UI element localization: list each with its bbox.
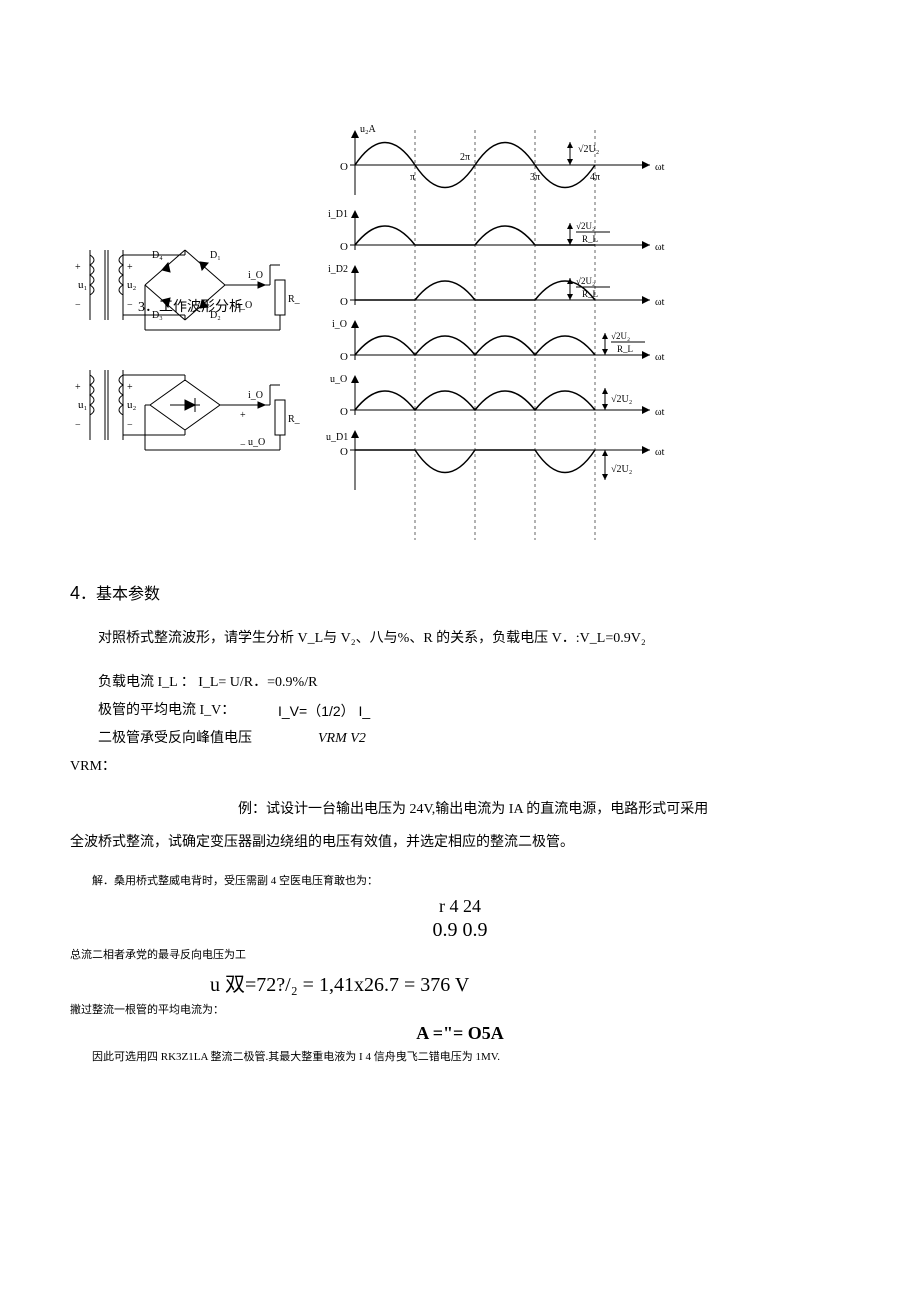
svg-text:D₄: D₄ — [152, 250, 163, 261]
svg-text:−: − — [75, 420, 81, 431]
svg-text:+: + — [127, 382, 133, 393]
svg-text:−: − — [75, 300, 81, 311]
svg-text:O: O — [340, 446, 348, 458]
svg-text:i_O: i_O — [332, 319, 347, 330]
diagrams-row: + u₁ − + u₂ − D₄ D₁ D₃ D₂ i_O u_O R_L — [70, 120, 850, 550]
circuit-bridge-simplified: + u₁ − + u₂ − i_O u_O R_L + − — [70, 350, 300, 460]
svg-text:O: O — [340, 406, 348, 418]
svg-text:−: − — [240, 440, 246, 451]
svg-text:O: O — [340, 161, 348, 173]
svg-text:R_L: R_L — [617, 344, 633, 354]
svg-text:+: + — [75, 382, 81, 393]
svg-text:√2U₂: √2U₂ — [576, 276, 595, 286]
param-vrm: 二极管承受反向峰值电压 VRM： VRM V2 — [70, 725, 850, 781]
example-intro-2: 全波桥式整流，试确定变压器副边绕组的电压有效值，并选定相应的整流二极管。 — [70, 826, 850, 860]
param-vrm-value: VRM V2 — [290, 725, 366, 781]
svg-text:ωt: ωt — [655, 297, 665, 308]
solution-step-3: 撇过整流一根管的平均电流为： — [70, 999, 850, 1021]
svg-text:ωt: ωt — [655, 162, 665, 173]
svg-text:D₁: D₁ — [210, 250, 221, 261]
svg-text:R_L: R_L — [288, 414, 300, 425]
svg-text:√2U₂: √2U₂ — [611, 464, 632, 475]
svg-text:ωt: ωt — [655, 407, 665, 418]
svg-text:u_D1: u_D1 — [326, 432, 348, 443]
svg-text:u₁: u₁ — [78, 279, 88, 291]
svg-text:ωt: ωt — [655, 352, 665, 363]
svg-text:3π: 3π — [530, 172, 540, 183]
svg-text:π: π — [410, 172, 415, 183]
svg-text:u₂: u₂ — [127, 279, 137, 291]
section-number: 4 — [70, 583, 80, 603]
formula-2: u 双=72?/₂ = 1,41x26.7 = 376 V — [70, 968, 850, 997]
svg-text:ωt: ωt — [655, 242, 665, 253]
param-iv-value: I_V=（1/2） I_ — [250, 697, 370, 725]
circuit-column: + u₁ − + u₂ − D₄ D₁ D₃ D₂ i_O u_O R_L — [70, 230, 300, 460]
formula-3: A ="= O5A — [70, 1023, 850, 1044]
svg-text:u₂: u₂ — [127, 399, 137, 411]
svg-text:−: − — [127, 300, 133, 311]
svg-text:R_L: R_L — [582, 234, 598, 244]
svg-text:+: + — [75, 262, 81, 273]
svg-text:R_L: R_L — [288, 294, 300, 305]
svg-text:u₁: u₁ — [78, 399, 88, 411]
svg-text:4π: 4π — [590, 172, 600, 183]
circuit-bridge-diagram: + u₁ − + u₂ − D₄ D₁ D₃ D₂ i_O u_O R_L — [70, 230, 300, 340]
svg-text:√2U₂: √2U₂ — [576, 221, 595, 231]
svg-text:u_O: u_O — [248, 437, 265, 448]
svg-text:O: O — [340, 351, 348, 363]
svg-text:−: − — [127, 420, 133, 431]
svg-text:+: + — [240, 410, 246, 421]
svg-text:O: O — [340, 296, 348, 308]
svg-text:ωt: ωt — [655, 447, 665, 458]
svg-text:i_D1: i_D1 — [328, 209, 348, 220]
svg-text:R_L: R_L — [582, 289, 598, 299]
svg-text:i_O: i_O — [248, 390, 263, 401]
svg-text:u₂A: u₂A — [360, 124, 376, 135]
solution-step-2: 总流二相者承党的最寻反向电压为工 — [70, 944, 850, 966]
param-iv-label: 极管的平均电流 I_V： — [70, 697, 250, 725]
svg-text:√2U₂: √2U₂ — [611, 331, 630, 341]
example-intro: 例：试设计一台输出电压为 24V,输出电流为 IA 的直流电源，电路形式可采用 — [70, 793, 850, 827]
solution-conclusion: 因此可选用四 RK3Z1LA 整流二极管.其最大整重电液为 I 4 信舟曳飞二错… — [70, 1046, 850, 1068]
analysis-line-1: 对照桥式整流波形，请学生分析 V_L与 V₂、八与%、R 的关系，负载电压 V．… — [70, 624, 850, 655]
svg-text:O: O — [340, 241, 348, 253]
formula-1-top: r 4 24 — [70, 896, 850, 917]
section-4-heading: 4．基本参数 — [70, 580, 850, 604]
param-load-current: 负载电流 I_L ： I_L= U/R．=0.9%/R — [70, 669, 850, 697]
svg-text:i_O: i_O — [248, 270, 263, 281]
param-vrm-label: 二极管承受反向峰值电压 VRM： — [70, 725, 290, 781]
svg-text:i_D2: i_D2 — [328, 264, 348, 275]
waveform-diagram: O u₂A π 2π 3π 4π ωt √2U₂ O i_D1 ωt √2U₂ — [320, 120, 700, 550]
formula-1-bot: 0.9 0.9 — [70, 919, 850, 942]
svg-text:2π: 2π — [460, 152, 470, 163]
solution-step-1: 解．桑用桥式整威电背时，受压需副 4 空医电压育敢也为： — [70, 870, 850, 892]
svg-text:u_O: u_O — [330, 374, 347, 385]
svg-text:√2U₂: √2U₂ — [611, 394, 632, 405]
work-waveform-label: 3．工作波形分析 — [138, 296, 243, 316]
svg-text:+: + — [127, 262, 133, 273]
svg-text:√2U₂: √2U₂ — [578, 144, 599, 155]
param-diode-avg: 极管的平均电流 I_V： I_V=（1/2） I_ — [70, 697, 850, 725]
section-title: ．基本参数 — [80, 586, 160, 603]
